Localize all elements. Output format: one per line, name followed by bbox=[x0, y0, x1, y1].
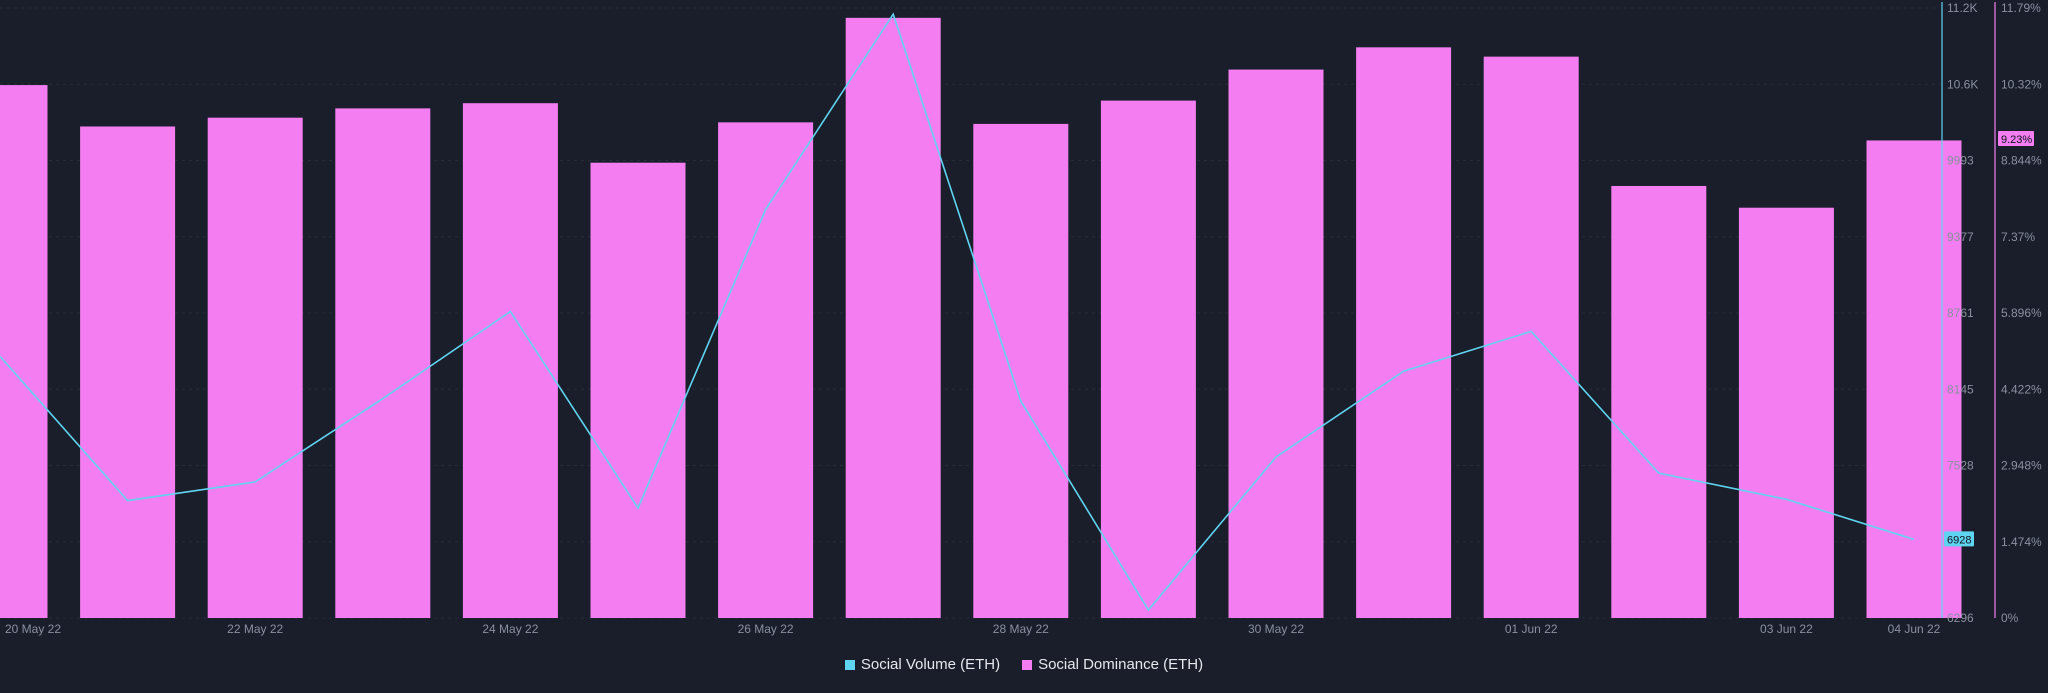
dominance-bar bbox=[590, 162, 686, 618]
volume-tick-label: 8145 bbox=[1947, 382, 1974, 396]
x-tick-label: 30 May 22 bbox=[1248, 622, 1304, 636]
dominance-bar bbox=[462, 103, 558, 618]
dominance-bar bbox=[1738, 207, 1834, 619]
legend-label-volume: Social Volume (ETH) bbox=[860, 656, 1001, 673]
legend-label-dominance: Social Dominance (ETH) bbox=[1038, 656, 1204, 673]
dominance-tick-label: 2.948% bbox=[2001, 459, 2042, 473]
dominance-tick-label: 5.896% bbox=[2001, 306, 2042, 320]
dominance-bar bbox=[0, 85, 48, 618]
dominance-bar bbox=[207, 117, 303, 619]
volume-current-tag bbox=[1944, 531, 1974, 547]
dominance-bar bbox=[1611, 185, 1707, 619]
x-tick-label: 26 May 22 bbox=[738, 622, 794, 636]
dominance-bar bbox=[845, 17, 941, 618]
dominance-bars bbox=[0, 17, 1962, 619]
volume-tick-label: 9993 bbox=[1947, 154, 1974, 168]
dominance-tick-label: 7.37% bbox=[2001, 230, 2035, 244]
x-tick-label: 04 Jun 22 bbox=[1888, 622, 1941, 636]
volume-current-value: 6928 bbox=[1947, 534, 1971, 546]
dominance-bar bbox=[1483, 56, 1579, 618]
x-tick-label: 24 May 22 bbox=[482, 622, 538, 636]
dominance-bar bbox=[973, 123, 1069, 618]
legend-item-dominance[interactable]: Social Dominance (ETH) bbox=[1022, 656, 1203, 673]
x-tick-label: 28 May 22 bbox=[993, 622, 1049, 636]
volume-line bbox=[0, 12, 1915, 612]
volume-tick-label: 9377 bbox=[1947, 230, 1974, 244]
volume-tick-label: 6296 bbox=[1947, 611, 1974, 625]
dominance-tick-label: 10.32% bbox=[2001, 77, 2042, 91]
volume-tick-label: 8761 bbox=[1947, 306, 1974, 320]
x-tick-label: 01 Jun 22 bbox=[1505, 622, 1558, 636]
legend: Social Volume (ETH) Social Dominance (ET… bbox=[0, 656, 2048, 673]
dominance-tick-label: 1.474% bbox=[2001, 535, 2042, 549]
dominance-bar bbox=[1100, 100, 1196, 619]
dominance-bar bbox=[718, 122, 814, 619]
dominance-bar bbox=[1228, 69, 1324, 618]
dominance-current-tag bbox=[1998, 131, 2034, 146]
dominance-tick-label: 11.79% bbox=[2001, 1, 2041, 15]
legend-item-volume[interactable]: Social Volume (ETH) bbox=[844, 656, 1001, 673]
grid-lines bbox=[0, 7, 1940, 619]
dominance-tick-label: 8.844% bbox=[2001, 154, 2042, 168]
x-tick-label: 20 May 22 bbox=[5, 622, 61, 636]
x-tick-label: 03 Jun 22 bbox=[1760, 622, 1813, 636]
axes: 6296 6928 7528 8145 8761 9377 9993 10.6K 11.2K 0%… bbox=[5, 1, 2042, 636]
volume-tick-label: 7528 bbox=[1947, 459, 1974, 473]
dominance-tick-label: 0% bbox=[2001, 611, 2019, 625]
dominance-bar bbox=[1356, 47, 1452, 618]
dominance-tick-label: 4.422% bbox=[2001, 382, 2042, 396]
volume-tick-label: 11.2K bbox=[1947, 1, 1977, 15]
volume-tick-label: 10.6K bbox=[1947, 77, 1978, 91]
dominance-current-value: 9.23% bbox=[2001, 134, 2032, 146]
legend-swatch-volume bbox=[844, 659, 855, 670]
volume-line-group bbox=[0, 12, 1915, 612]
x-tick-label: 22 May 22 bbox=[227, 622, 283, 636]
legend-swatch-dominance bbox=[1022, 659, 1033, 670]
dominance-bar bbox=[80, 126, 176, 619]
dominance-bar bbox=[335, 108, 431, 618]
